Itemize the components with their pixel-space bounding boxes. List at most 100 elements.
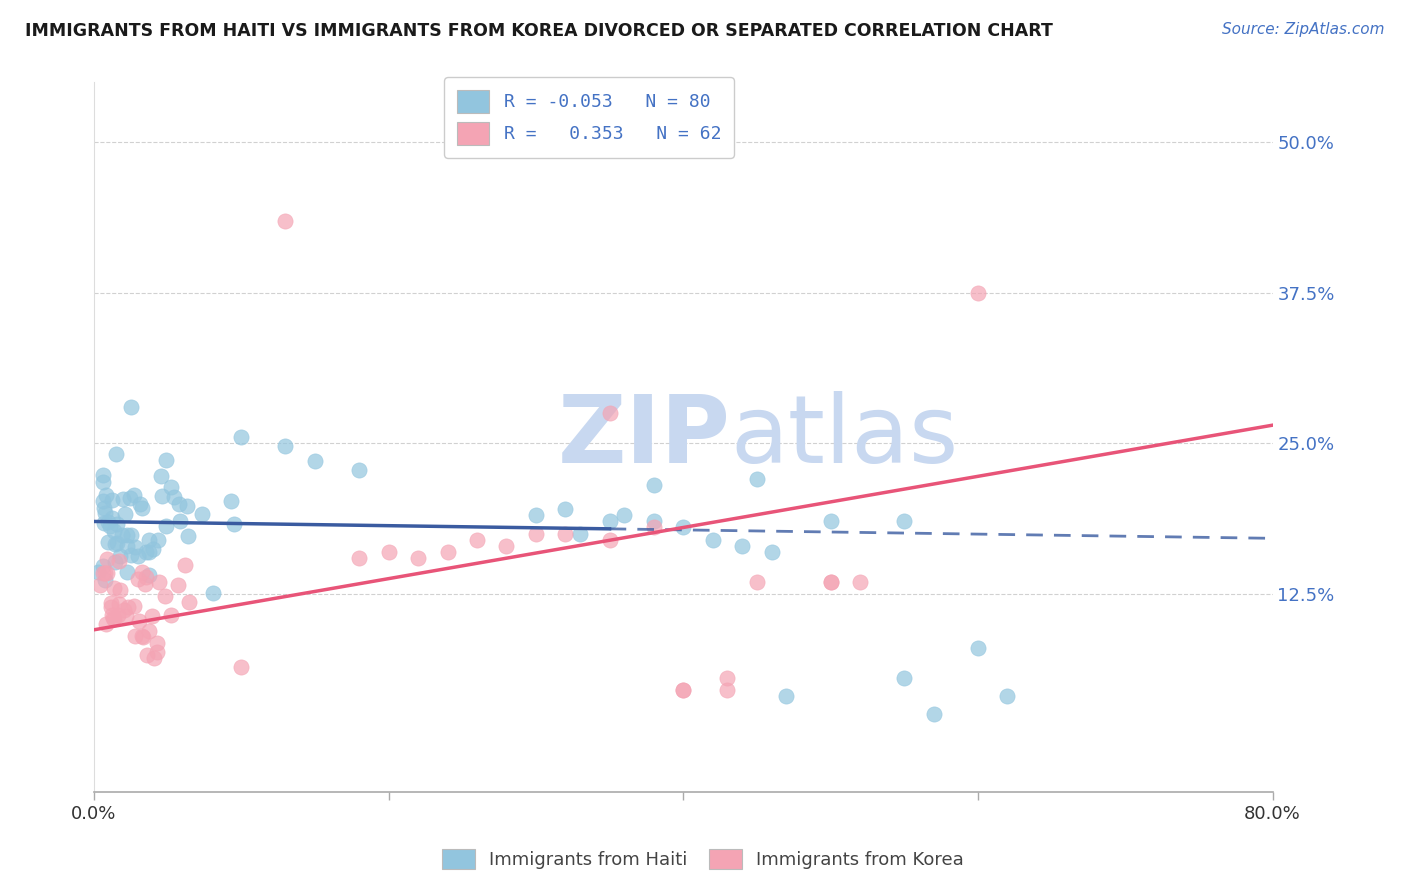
Point <box>104 537 127 551</box>
Point <box>160 607 183 622</box>
Point <box>142 651 165 665</box>
Point <box>91 494 114 508</box>
Point <box>111 528 134 542</box>
Text: Source: ZipAtlas.com: Source: ZipAtlas.com <box>1222 22 1385 37</box>
Point <box>138 545 160 559</box>
Point <box>93 501 115 516</box>
Point <box>108 554 131 568</box>
Point <box>347 463 370 477</box>
Point <box>191 507 214 521</box>
Point <box>111 492 134 507</box>
Point <box>167 497 190 511</box>
Point <box>97 515 120 529</box>
Point <box>108 583 131 598</box>
Point <box>524 508 547 523</box>
Point <box>224 516 246 531</box>
Point <box>138 568 160 582</box>
Point <box>745 472 768 486</box>
Point <box>135 570 157 584</box>
Point <box>100 493 122 508</box>
Point <box>138 624 160 638</box>
Point <box>94 616 117 631</box>
Point <box>93 558 115 573</box>
Point <box>643 515 665 529</box>
Point <box>141 609 163 624</box>
Point <box>134 577 156 591</box>
Point <box>94 488 117 502</box>
Text: ZIP: ZIP <box>558 392 730 483</box>
Point <box>131 501 153 516</box>
Point <box>122 599 145 613</box>
Point <box>138 533 160 547</box>
Point <box>716 671 738 685</box>
Point <box>103 612 125 626</box>
Point <box>115 528 138 542</box>
Point <box>231 430 253 444</box>
Point <box>100 596 122 610</box>
Point <box>745 574 768 589</box>
Point <box>643 478 665 492</box>
Text: atlas: atlas <box>730 392 959 483</box>
Point <box>101 510 124 524</box>
Point <box>87 566 110 580</box>
Point <box>406 550 429 565</box>
Point <box>160 480 183 494</box>
Legend: R = -0.053   N = 80, R =   0.353   N = 62: R = -0.053 N = 80, R = 0.353 N = 62 <box>444 77 734 158</box>
Point <box>131 630 153 644</box>
Point <box>820 574 842 589</box>
Point <box>114 508 136 522</box>
Point <box>135 648 157 663</box>
Point <box>231 660 253 674</box>
Point <box>91 566 114 580</box>
Point <box>820 574 842 589</box>
Point <box>177 594 200 608</box>
Point <box>967 285 990 300</box>
Point <box>922 707 945 722</box>
Point <box>117 600 139 615</box>
Point <box>98 518 121 533</box>
Point <box>105 536 128 550</box>
Point <box>219 493 242 508</box>
Point <box>967 640 990 655</box>
Point <box>893 671 915 685</box>
Point <box>97 535 120 549</box>
Point <box>108 598 131 612</box>
Legend: Immigrants from Haiti, Immigrants from Korea: Immigrants from Haiti, Immigrants from K… <box>433 839 973 879</box>
Point <box>599 406 621 420</box>
Point <box>115 565 138 579</box>
Point <box>153 589 176 603</box>
Point <box>103 524 125 538</box>
Point <box>716 683 738 698</box>
Point <box>96 552 118 566</box>
Point <box>120 400 142 414</box>
Point <box>177 528 200 542</box>
Point <box>643 520 665 534</box>
Point <box>93 506 115 520</box>
Point <box>131 565 153 579</box>
Point <box>731 539 754 553</box>
Point <box>135 545 157 559</box>
Point <box>94 566 117 581</box>
Point <box>599 515 621 529</box>
Point <box>124 540 146 554</box>
Point <box>613 508 636 523</box>
Point <box>167 577 190 591</box>
Point <box>115 539 138 553</box>
Point <box>176 500 198 514</box>
Point <box>163 490 186 504</box>
Point <box>120 549 142 563</box>
Point <box>347 550 370 565</box>
Point <box>104 447 127 461</box>
Point <box>672 520 695 534</box>
Point <box>893 515 915 529</box>
Point <box>145 645 167 659</box>
Point <box>112 603 135 617</box>
Point <box>436 544 458 558</box>
Point <box>105 517 128 532</box>
Point <box>849 574 872 589</box>
Point <box>91 475 114 490</box>
Point <box>775 689 797 703</box>
Point <box>274 213 297 227</box>
Point <box>201 586 224 600</box>
Point <box>148 533 170 547</box>
